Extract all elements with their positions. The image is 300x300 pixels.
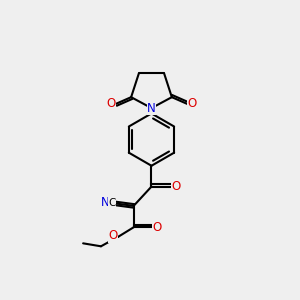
Text: O: O bbox=[106, 97, 116, 110]
Text: O: O bbox=[172, 180, 181, 193]
Text: O: O bbox=[109, 230, 118, 242]
Text: N: N bbox=[147, 102, 156, 115]
Text: C: C bbox=[109, 198, 116, 208]
Text: N: N bbox=[101, 196, 110, 209]
Text: O: O bbox=[153, 221, 162, 234]
Text: O: O bbox=[188, 97, 197, 110]
